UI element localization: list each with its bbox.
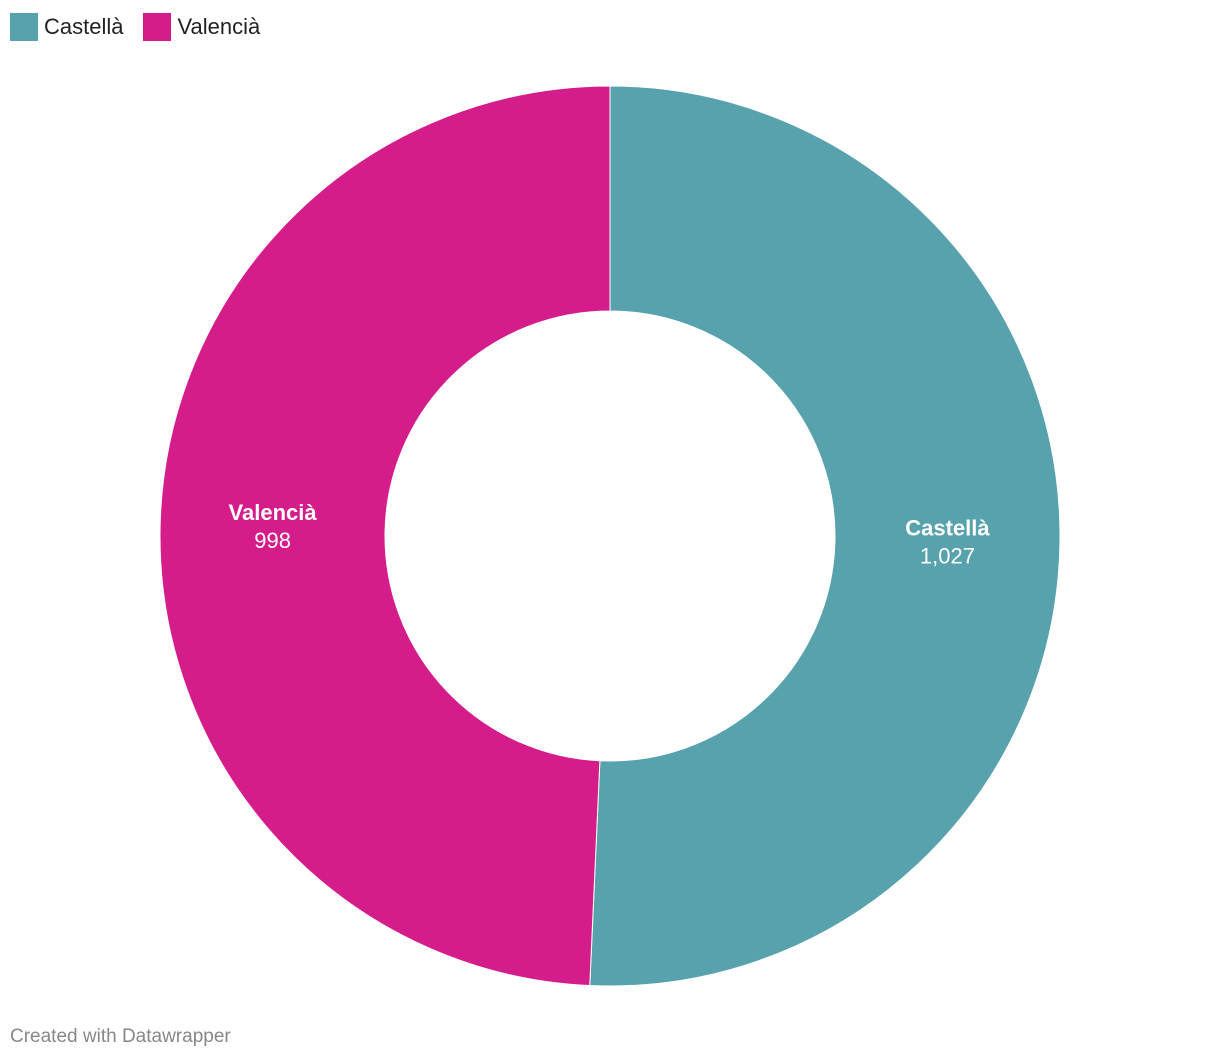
legend-label: Valencià [177, 14, 261, 39]
credit: Created with Datawrapper [10, 1026, 231, 1047]
legend-swatch [10, 13, 38, 41]
value-label: 998 [254, 528, 291, 553]
slice [159, 85, 611, 987]
slice-name: Castellà [905, 515, 990, 540]
legend-label: Castellà [44, 14, 124, 39]
slice [589, 85, 1061, 987]
value-label: 1,027 [920, 543, 975, 568]
legend: Castellà Valencià [10, 13, 260, 41]
slice-name: Valencià [229, 500, 318, 525]
legend-item: Castellà [10, 13, 123, 41]
legend-item: Valencià [143, 13, 260, 41]
legend-swatch [143, 13, 172, 41]
